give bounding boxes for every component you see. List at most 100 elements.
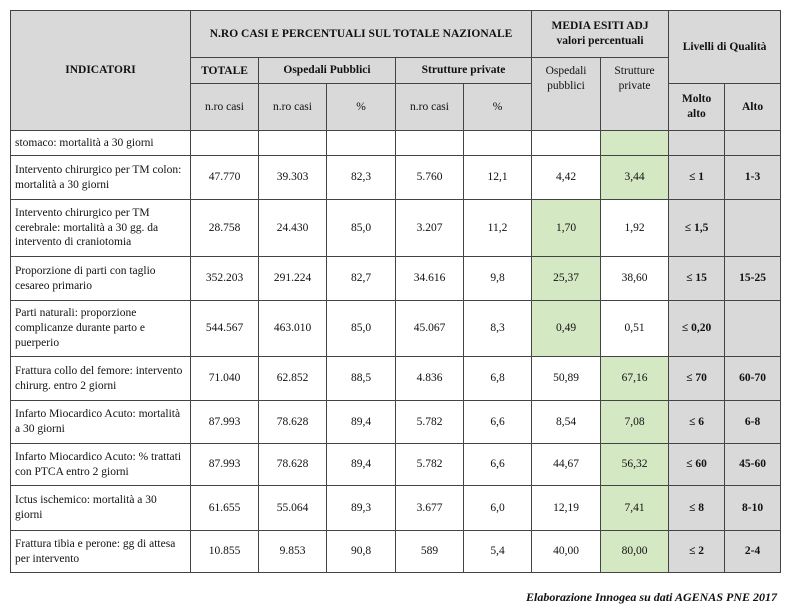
- value-cell: 24.430: [258, 199, 327, 257]
- unit-cell: n.ro casi: [395, 83, 464, 131]
- header-cell: Molto alto: [668, 83, 726, 131]
- value-cell: ≤ 15: [668, 256, 726, 301]
- value-cell: [724, 199, 782, 257]
- value-cell: [531, 130, 602, 156]
- indicator-cell: Intervento chirurgico per TM cerebrale: …: [10, 199, 191, 257]
- value-cell: 80,00: [600, 530, 670, 573]
- value-cell: 60-70: [724, 356, 782, 401]
- unit-cell: %: [326, 83, 396, 131]
- value-cell: [600, 130, 670, 156]
- value-cell: 12,1: [462, 155, 533, 200]
- indicator-cell: Infarto Miocardico Acuto: mortalità a 30…: [10, 400, 191, 444]
- value-cell: 67,16: [600, 356, 670, 401]
- value-cell: ≤ 1: [668, 155, 726, 200]
- value-cell: 34.616: [395, 256, 464, 301]
- value-cell: [258, 130, 327, 156]
- indicator-cell: stomaco: mortalità a 30 giorni: [10, 130, 191, 156]
- value-cell: 0,51: [600, 300, 670, 357]
- value-cell: 39.303: [258, 155, 327, 200]
- value-cell: 5.760: [395, 155, 464, 200]
- value-cell: 44,67: [531, 443, 602, 486]
- value-cell: 6,8: [462, 356, 533, 401]
- value-cell: 40,00: [531, 530, 602, 573]
- source-note: Elaborazione Innogea su dati AGENAS PNE …: [526, 590, 777, 604]
- value-cell: 89,3: [326, 485, 396, 531]
- table-wrap: INDICATORI N.RO CASI E PERCENTUALI SUL T…: [10, 10, 782, 573]
- value-cell: 8-10: [724, 485, 782, 531]
- table: INDICATORI N.RO CASI E PERCENTUALI SUL T…: [10, 10, 782, 573]
- value-cell: 62.852: [258, 356, 327, 401]
- header-cell: MEDIA ESITI ADJ valori percentuali: [531, 10, 670, 58]
- value-cell: 71.040: [190, 356, 259, 401]
- value-cell: 50,89: [531, 356, 602, 401]
- value-cell: [462, 130, 533, 156]
- header-cell: Strutture private: [600, 57, 670, 131]
- header-cell: TOTALE: [190, 57, 259, 84]
- value-cell: ≤ 6: [668, 400, 726, 444]
- value-cell: 5.782: [395, 443, 464, 486]
- indicator-cell: Frattura collo del femore: intervento ch…: [10, 356, 191, 401]
- value-cell: 82,7: [326, 256, 396, 301]
- value-cell: 7,41: [600, 485, 670, 531]
- value-cell: ≤ 8: [668, 485, 726, 531]
- value-cell: 78.628: [258, 443, 327, 486]
- value-cell: 88,5: [326, 356, 396, 401]
- value-cell: 4.836: [395, 356, 464, 401]
- table-row: Infarto Miocardico Acuto: % trattati con…: [10, 443, 782, 486]
- value-cell: 2-4: [724, 530, 782, 573]
- header-cell: N.RO CASI E PERCENTUALI SUL TOTALE NAZIO…: [189, 10, 533, 58]
- unit-cell: n.ro casi: [190, 83, 259, 131]
- table-row: Frattura collo del femore: intervento ch…: [10, 356, 782, 401]
- value-cell: [668, 130, 726, 156]
- indicator-cell: Frattura tibia e perone: gg di attesa pe…: [10, 530, 191, 573]
- header-cell: Alto: [724, 83, 782, 131]
- value-cell: 9.853: [258, 530, 327, 573]
- value-cell: 6,0: [462, 485, 533, 531]
- value-cell: 89,4: [326, 400, 396, 444]
- value-cell: 56,32: [600, 443, 670, 486]
- indicator-cell: Ictus ischemico: mortalità a 30 giorni: [10, 485, 191, 531]
- value-cell: 90,8: [326, 530, 396, 573]
- indicator-cell: Infarto Miocardico Acuto: % trattati con…: [10, 443, 191, 486]
- value-cell: 1-3: [724, 155, 782, 200]
- table-body: stomaco: mortalità a 30 giorni Intervento…: [10, 130, 782, 573]
- value-cell: [190, 130, 259, 156]
- value-cell: 463.010: [258, 300, 327, 357]
- table-row: Parti naturali: proporzione complicanze …: [10, 300, 782, 357]
- value-cell: [395, 130, 464, 156]
- value-cell: 1,70: [531, 199, 602, 257]
- table-row: Frattura tibia e perone: gg di attesa pe…: [10, 530, 782, 573]
- indicator-cell: Parti naturali: proporzione complicanze …: [10, 300, 191, 357]
- value-cell: ≤ 1,5: [668, 199, 726, 257]
- value-cell: [724, 130, 782, 156]
- value-cell: 3,44: [600, 155, 670, 200]
- value-cell: 8,54: [531, 400, 602, 444]
- unit-cell: n.ro casi: [258, 83, 327, 131]
- table-row: Intervento chirurgico per TM cerebrale: …: [10, 199, 782, 257]
- value-cell: 85,0: [326, 300, 396, 357]
- value-cell: ≤ 2: [668, 530, 726, 573]
- value-cell: 8,3: [462, 300, 533, 357]
- header-cell: Ospedali pubblici: [531, 57, 602, 131]
- value-cell: 78.628: [258, 400, 327, 444]
- header-title: MEDIA ESITI ADJ: [551, 20, 649, 33]
- value-cell: 9,8: [462, 256, 533, 301]
- value-cell: ≤ 60: [668, 443, 726, 486]
- table-row: Ictus ischemico: mortalità a 30 giorni 61…: [10, 485, 782, 531]
- value-cell: 5.782: [395, 400, 464, 444]
- unit-cell: %: [462, 83, 533, 131]
- value-cell: 352.203: [190, 256, 259, 301]
- header-subtitle: valori percentuali: [556, 35, 644, 47]
- table-row: Infarto Miocardico Acuto: mortalità a 30…: [10, 400, 782, 444]
- value-cell: 3.207: [395, 199, 464, 257]
- value-cell: 55.064: [258, 485, 327, 531]
- value-cell: 589: [395, 530, 464, 573]
- table-row: Proporzione di parti con taglio cesareo …: [10, 256, 782, 301]
- value-cell: 0,49: [531, 300, 602, 357]
- table-row: stomaco: mortalità a 30 giorni: [10, 130, 782, 156]
- value-cell: 87.993: [190, 400, 259, 444]
- value-cell: 7,08: [600, 400, 670, 444]
- value-cell: 10.855: [190, 530, 259, 573]
- value-cell: 5,4: [462, 530, 533, 573]
- value-cell: 82,3: [326, 155, 396, 200]
